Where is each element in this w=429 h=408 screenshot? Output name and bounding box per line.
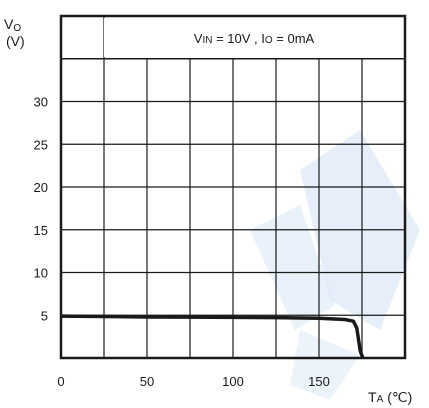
y-tick-label: 30	[34, 95, 48, 110]
x-axis-title: TA (℃)	[368, 389, 412, 405]
y-tick-label: 15	[34, 223, 48, 238]
y-tick-label: 20	[34, 180, 48, 195]
y-axis-title: VO	[4, 16, 21, 34]
condition-text: VIN = 10V , IO = 0mA	[194, 31, 315, 46]
y-tick-label: 5	[41, 308, 48, 323]
x-tick-labels: 0 50 100 150	[57, 374, 329, 389]
condition-box: VIN = 10V , IO = 0mA	[104, 18, 404, 57]
y-axis-unit: (V)	[6, 33, 25, 49]
x-tick-label: 150	[308, 374, 330, 389]
x-tick-label: 100	[222, 374, 244, 389]
x-tick-label: 50	[140, 374, 154, 389]
x-tick-label: 0	[57, 374, 64, 389]
y-tick-label: 10	[34, 266, 48, 281]
y-tick-label: 25	[34, 137, 48, 152]
y-tick-labels: 5 10 15 20 25 30	[34, 95, 48, 324]
